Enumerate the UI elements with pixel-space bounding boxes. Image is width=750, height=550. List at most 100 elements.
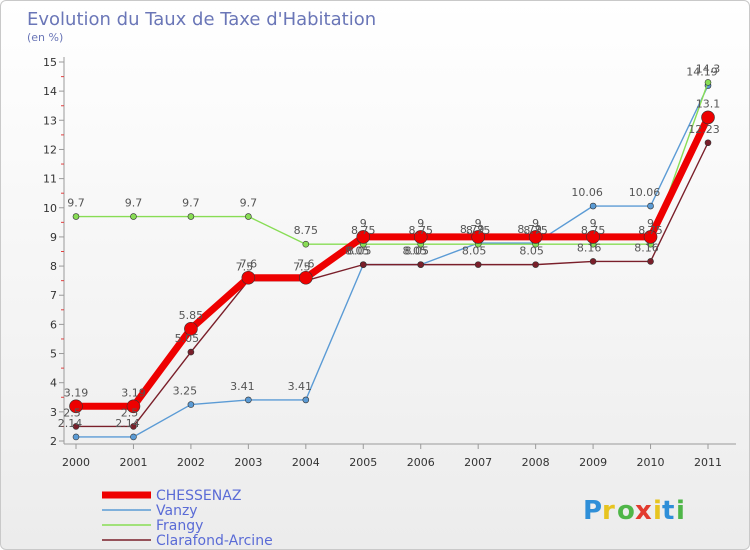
- data-point: [704, 139, 712, 147]
- data-point: [130, 433, 137, 441]
- data-point: [126, 399, 141, 414]
- y-tick-label: 9: [50, 231, 57, 244]
- logo-letter: x: [635, 496, 652, 526]
- data-label: 5.85: [179, 309, 204, 322]
- y-tick-label: 10: [43, 202, 57, 215]
- data-label: 8.79: [460, 223, 485, 236]
- data-point: [72, 423, 80, 430]
- data-label: 14.19: [686, 66, 718, 79]
- data-point: [184, 321, 198, 336]
- data-label: 8.05: [345, 245, 370, 258]
- logo-letter: o: [617, 496, 635, 526]
- data-label: 8.75: [523, 224, 548, 237]
- series-line: [76, 142, 709, 428]
- series-line: [76, 115, 712, 410]
- x-tick-label: 2005: [349, 456, 377, 469]
- data-point: [69, 399, 83, 414]
- series-frangy: [72, 79, 712, 248]
- data-label: 13.1: [696, 97, 721, 110]
- data-label: 9: [590, 217, 597, 230]
- data-label: 7.5: [293, 261, 311, 274]
- y-tick-label: 3: [50, 406, 57, 419]
- data-label: 8.05: [462, 245, 487, 258]
- data-point: [187, 401, 195, 408]
- chart-subtitle: (en %): [27, 31, 63, 44]
- x-tick-label: 2007: [464, 456, 492, 469]
- y-tick-label: 6: [50, 318, 57, 331]
- logo-letter: P: [583, 496, 602, 526]
- x-tick-label: 2003: [234, 456, 262, 469]
- data-point: [241, 270, 256, 285]
- y-tick-label: 14: [43, 85, 57, 98]
- data-point: [647, 202, 654, 210]
- data-label: 2.5: [121, 406, 139, 419]
- data-label: 8.05: [347, 245, 372, 258]
- data-point: [359, 261, 367, 268]
- x-tick-label: 2011: [694, 456, 722, 469]
- data-point: [589, 202, 597, 210]
- data-point: [586, 230, 600, 244]
- data-point: [704, 79, 712, 86]
- data-point: [245, 213, 252, 220]
- data-label: 9: [475, 217, 482, 230]
- data-point: [187, 213, 195, 220]
- data-label: 2.5: [63, 406, 81, 419]
- data-point: [474, 261, 482, 268]
- y-tick-label: 11: [43, 173, 57, 186]
- data-label: 8.05: [519, 245, 544, 258]
- proxiti-logo: P r o x i t i: [583, 496, 685, 526]
- x-tick-label: 2006: [407, 456, 435, 469]
- data-label: 3.41: [288, 380, 313, 393]
- data-point: [72, 433, 80, 441]
- data-label: 2.14: [115, 417, 140, 430]
- data-label: 3.19: [121, 386, 146, 399]
- data-label: 8.75: [638, 224, 663, 237]
- data-label: 9.7: [125, 197, 143, 210]
- data-label: 8.05: [402, 245, 427, 258]
- data-label: 9: [647, 217, 654, 230]
- legend-label: Frangy: [156, 518, 203, 534]
- y-tick-label: 2: [50, 435, 57, 448]
- x-axis: 2000 2001 2002 2003 2004 2005 2006 2007 2008 2009…: [62, 443, 736, 469]
- data-label: 8.75: [351, 224, 376, 237]
- y-axis: 2 3 4 5 6 7 8 9 10 11 12 13 14 15: [43, 56, 65, 448]
- y-tick-label: 5: [50, 348, 57, 361]
- data-point: [417, 261, 425, 268]
- y-tick-label: 15: [43, 56, 57, 69]
- logo-letter: i: [676, 496, 685, 526]
- chart-title: Evolution du Taux de Taxe d'Habitation: [27, 9, 376, 30]
- x-tick-label: 2001: [119, 456, 147, 469]
- data-point: [302, 240, 310, 248]
- data-label: 9.7: [67, 197, 85, 210]
- data-label: 2.14: [58, 417, 83, 430]
- data-label: 8.75: [466, 224, 491, 237]
- data-label: 9: [417, 217, 424, 230]
- x-tick-label: 2002: [177, 456, 205, 469]
- data-label: 8.16: [577, 241, 602, 254]
- data-point: [130, 213, 137, 220]
- data-label: 8.75: [294, 224, 319, 237]
- data-label: 3.41: [230, 380, 255, 393]
- y-tick-label: 13: [43, 114, 57, 127]
- data-point: [245, 396, 252, 404]
- data-point: [471, 230, 485, 244]
- x-tick-label: 2010: [637, 456, 665, 469]
- series-line: [76, 82, 709, 245]
- data-label: 8.75: [581, 224, 606, 237]
- data-point: [299, 270, 313, 285]
- data-point: [187, 348, 195, 356]
- data-labels-layer: 2.14 2.14 3.25 3.41 3.41 8.05 8.05 8.79 8.79 10.0…: [58, 62, 721, 430]
- x-tick-label: 2004: [292, 456, 320, 469]
- data-label: 7.5: [236, 261, 254, 274]
- x-tick-label: 2008: [522, 456, 550, 469]
- data-label: 14.3: [696, 62, 721, 75]
- data-point: [130, 423, 137, 430]
- data-label: 8.75: [408, 224, 433, 237]
- data-label: 7.6: [240, 258, 258, 271]
- data-point: [302, 396, 310, 404]
- data-point: [72, 213, 80, 220]
- data-label: 10.06: [629, 186, 661, 199]
- data-point: [589, 258, 597, 265]
